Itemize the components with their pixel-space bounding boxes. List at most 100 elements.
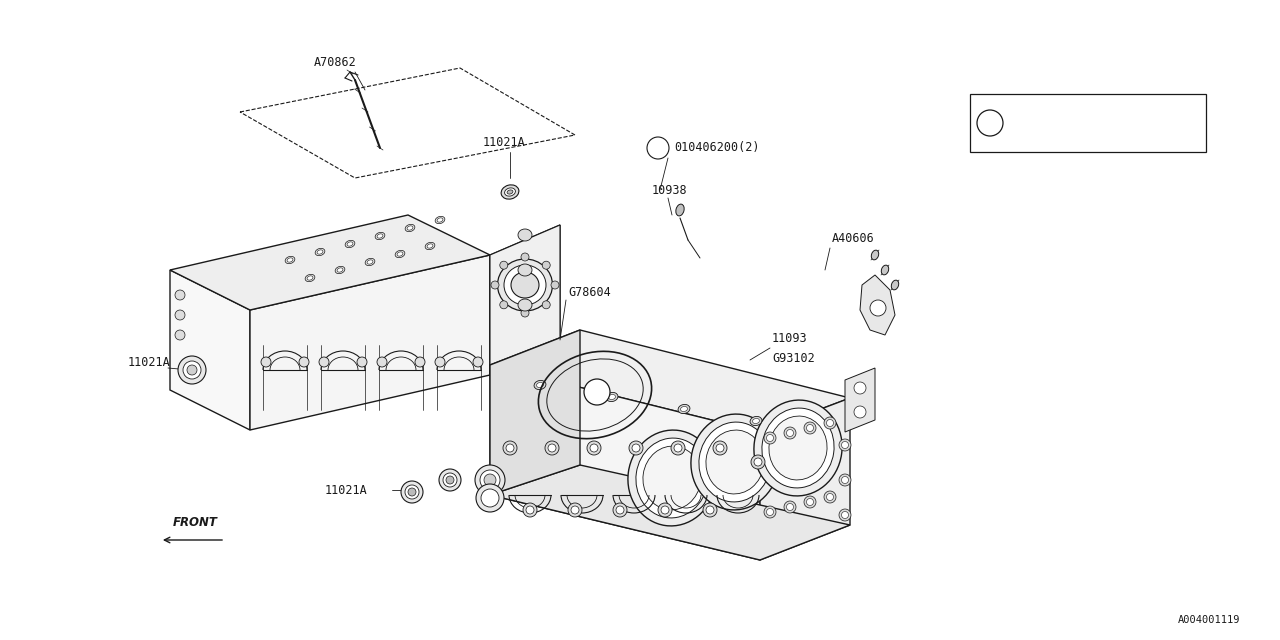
Circle shape <box>506 444 515 452</box>
Circle shape <box>499 301 508 308</box>
Ellipse shape <box>872 250 878 260</box>
Circle shape <box>870 300 886 316</box>
Circle shape <box>521 309 529 317</box>
Circle shape <box>543 261 550 269</box>
Ellipse shape <box>317 250 323 254</box>
Circle shape <box>977 110 1004 136</box>
Ellipse shape <box>481 489 499 507</box>
Circle shape <box>492 281 499 289</box>
Ellipse shape <box>534 380 547 390</box>
Circle shape <box>300 357 308 367</box>
Ellipse shape <box>408 488 416 496</box>
Ellipse shape <box>307 276 312 280</box>
Ellipse shape <box>428 244 433 248</box>
Polygon shape <box>170 215 490 310</box>
Circle shape <box>660 506 669 514</box>
Ellipse shape <box>518 264 532 276</box>
Text: A40606: A40606 <box>832 232 874 244</box>
Circle shape <box>806 499 814 506</box>
Circle shape <box>435 357 445 367</box>
Circle shape <box>764 506 776 518</box>
Circle shape <box>261 357 271 367</box>
Ellipse shape <box>187 365 197 375</box>
Ellipse shape <box>476 484 504 512</box>
Ellipse shape <box>347 242 353 246</box>
Circle shape <box>590 444 598 452</box>
Polygon shape <box>490 465 850 560</box>
Ellipse shape <box>285 257 294 264</box>
Ellipse shape <box>518 229 532 241</box>
Circle shape <box>524 503 538 517</box>
Ellipse shape <box>504 188 516 196</box>
Circle shape <box>175 290 186 300</box>
Ellipse shape <box>536 383 544 388</box>
Ellipse shape <box>608 394 616 399</box>
Circle shape <box>632 444 640 452</box>
Text: 10938: 10938 <box>652 184 687 196</box>
Bar <box>970 94 1206 152</box>
Polygon shape <box>250 255 490 430</box>
Circle shape <box>628 441 643 455</box>
Ellipse shape <box>439 469 461 491</box>
Ellipse shape <box>891 280 899 290</box>
Ellipse shape <box>445 476 454 484</box>
Circle shape <box>838 474 851 486</box>
Circle shape <box>827 493 833 500</box>
Ellipse shape <box>882 265 888 275</box>
Ellipse shape <box>605 392 618 401</box>
Circle shape <box>841 511 849 518</box>
Ellipse shape <box>636 438 708 518</box>
Circle shape <box>764 432 776 444</box>
Circle shape <box>754 458 762 466</box>
Text: 11021A: 11021A <box>128 355 170 369</box>
Polygon shape <box>490 225 561 375</box>
Circle shape <box>613 503 627 517</box>
Circle shape <box>854 406 867 418</box>
Ellipse shape <box>315 248 325 255</box>
Text: A70862: A70862 <box>314 56 356 68</box>
Ellipse shape <box>401 481 422 503</box>
Text: G93102: G93102 <box>772 351 815 365</box>
Circle shape <box>175 330 186 340</box>
Circle shape <box>806 424 814 431</box>
Circle shape <box>588 441 602 455</box>
Ellipse shape <box>425 243 435 250</box>
Circle shape <box>751 455 765 469</box>
Ellipse shape <box>475 465 506 495</box>
Circle shape <box>838 439 851 451</box>
Circle shape <box>415 357 425 367</box>
Ellipse shape <box>518 299 532 311</box>
Circle shape <box>474 357 483 367</box>
Text: FRONT: FRONT <box>173 515 218 529</box>
Circle shape <box>545 441 559 455</box>
Circle shape <box>838 509 851 521</box>
Ellipse shape <box>346 241 355 248</box>
Circle shape <box>713 441 727 455</box>
Ellipse shape <box>691 414 780 510</box>
Ellipse shape <box>643 446 701 510</box>
Ellipse shape <box>365 259 375 266</box>
Circle shape <box>646 137 669 159</box>
Ellipse shape <box>305 275 315 282</box>
Circle shape <box>824 417 836 429</box>
Ellipse shape <box>762 408 835 488</box>
Polygon shape <box>490 330 850 432</box>
Ellipse shape <box>699 422 771 502</box>
Circle shape <box>841 442 849 449</box>
Ellipse shape <box>507 190 513 194</box>
Ellipse shape <box>435 216 445 223</box>
Text: 1: 1 <box>594 387 600 397</box>
Circle shape <box>827 419 833 426</box>
Circle shape <box>616 506 625 514</box>
Ellipse shape <box>753 419 759 424</box>
Circle shape <box>671 441 685 455</box>
Text: 11024*A: 11024*A <box>1020 116 1076 129</box>
Circle shape <box>841 477 849 483</box>
Ellipse shape <box>183 361 201 379</box>
Ellipse shape <box>367 260 372 264</box>
Ellipse shape <box>287 258 293 262</box>
Circle shape <box>175 310 186 320</box>
Ellipse shape <box>396 250 404 258</box>
Circle shape <box>548 444 556 452</box>
Text: 1: 1 <box>987 118 993 128</box>
